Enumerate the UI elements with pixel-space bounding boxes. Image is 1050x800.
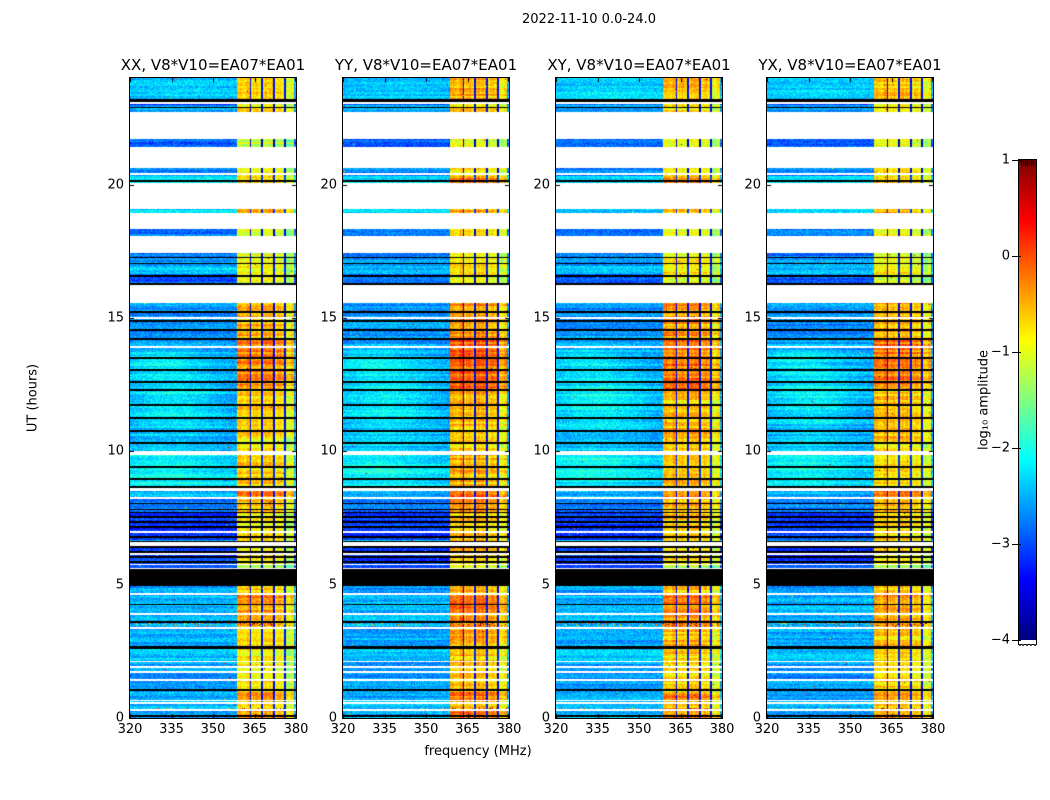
colorbar-tick xyxy=(1012,640,1021,641)
colorbar-tick-label: −3 xyxy=(990,536,1010,552)
y-tick-label: 5 xyxy=(541,577,550,593)
x-tick-label: 320 xyxy=(330,722,356,737)
y-tick-label: 15 xyxy=(320,310,337,326)
y-tick-label: 0 xyxy=(115,710,124,726)
y-tick-label: 0 xyxy=(328,710,337,726)
y-tick-label: 10 xyxy=(744,443,761,459)
x-tick-label: 335 xyxy=(796,722,821,737)
spectrogram-panel-yy xyxy=(342,77,510,719)
x-tick-label: 320 xyxy=(754,722,780,737)
y-tick-label: 0 xyxy=(752,710,761,726)
colorbar-tick-label: −1 xyxy=(990,344,1010,360)
colorbar-tick-label: 1 xyxy=(1001,152,1010,168)
colorbar-tick xyxy=(1012,544,1021,545)
panel-title-yx: YX, V8*V10=EA07*EA01 xyxy=(758,56,942,74)
y-tick-label: 20 xyxy=(533,177,550,193)
y-tick-label: 20 xyxy=(744,177,761,193)
y-tick-label: 5 xyxy=(328,577,337,593)
x-tick-label: 335 xyxy=(372,722,397,737)
y-tick-label: 10 xyxy=(533,443,550,459)
spectrogram-panel-xx xyxy=(129,77,297,719)
colorbar-tick-label: −4 xyxy=(990,632,1010,648)
x-tick-label: 380 xyxy=(709,722,735,737)
y-tick-label: 15 xyxy=(107,310,124,326)
x-axis-label: frequency (MHz) xyxy=(424,744,532,759)
x-tick-label: 380 xyxy=(283,722,309,737)
spectrogram-panel-xy xyxy=(555,77,723,719)
spectrogram-panel-yx xyxy=(766,77,934,719)
y-tick-label: 5 xyxy=(752,577,761,593)
spectrogram-canvas-xy xyxy=(556,78,722,718)
colorbar-underflow-dots xyxy=(1019,644,1036,646)
figure-title: 2022-11-10 0.0-24.0 xyxy=(522,12,656,27)
panel-title-xy: XY, V8*V10=EA07*EA01 xyxy=(547,56,731,74)
colorbar-tick-label: 0 xyxy=(1001,248,1010,264)
colorbar-tick xyxy=(1012,256,1021,257)
colorbar-gradient xyxy=(1019,160,1036,640)
y-tick-label: 0 xyxy=(541,710,550,726)
x-tick-label: 320 xyxy=(543,722,569,737)
panel-title-xx: XX, V8*V10=EA07*EA01 xyxy=(120,56,306,74)
spectrogram-canvas-yy xyxy=(343,78,509,718)
x-tick-label: 365 xyxy=(242,722,267,737)
y-axis-label: UT (hours) xyxy=(25,363,41,433)
y-tick-label: 10 xyxy=(107,443,124,459)
x-tick-label: 365 xyxy=(879,722,904,737)
y-tick-label: 20 xyxy=(107,177,124,193)
colorbar xyxy=(1018,159,1037,645)
y-tick-label: 5 xyxy=(115,577,124,593)
x-tick-label: 320 xyxy=(117,722,143,737)
x-tick-label: 350 xyxy=(413,722,439,737)
colorbar-tick xyxy=(1012,352,1021,353)
y-tick-label: 20 xyxy=(320,177,337,193)
x-tick-label: 380 xyxy=(496,722,522,737)
x-tick-label: 365 xyxy=(668,722,693,737)
colorbar-tick xyxy=(1012,160,1021,161)
colorbar-tick-label: −2 xyxy=(990,440,1010,456)
x-tick-label: 365 xyxy=(455,722,480,737)
y-tick-label: 10 xyxy=(320,443,337,459)
x-tick-label: 335 xyxy=(585,722,610,737)
x-tick-label: 380 xyxy=(920,722,946,737)
x-tick-label: 350 xyxy=(837,722,863,737)
colorbar-label: log₁₀ amplitude xyxy=(976,349,992,451)
x-tick-label: 350 xyxy=(626,722,652,737)
colorbar-tick xyxy=(1012,448,1021,449)
spectrogram-canvas-yx xyxy=(767,78,933,718)
y-tick-label: 15 xyxy=(744,310,761,326)
y-tick-label: 15 xyxy=(533,310,550,326)
x-tick-label: 335 xyxy=(159,722,184,737)
spectrogram-canvas-xx xyxy=(130,78,296,718)
panel-title-yy: YY, V8*V10=EA07*EA01 xyxy=(334,56,518,74)
x-tick-label: 350 xyxy=(200,722,226,737)
